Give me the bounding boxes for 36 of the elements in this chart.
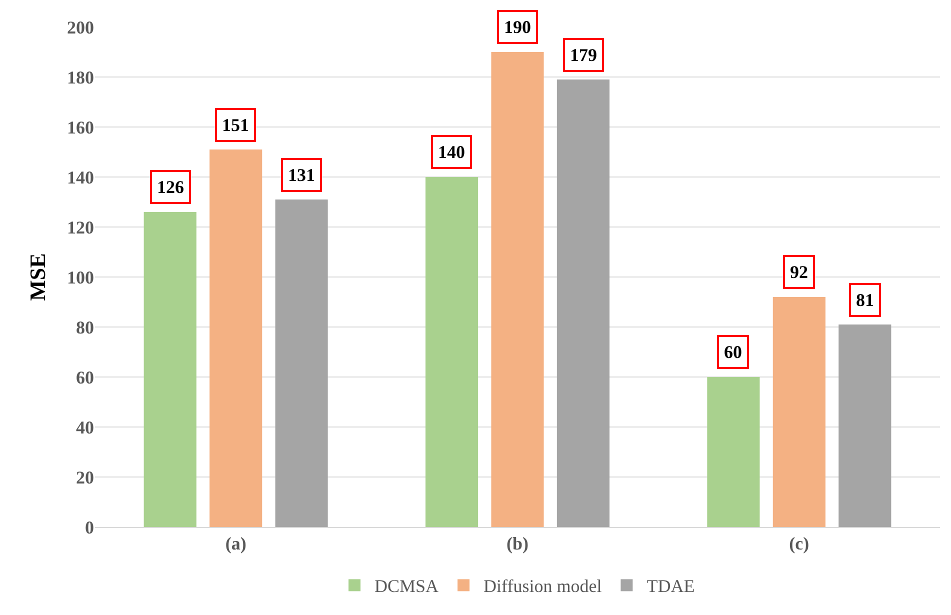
y-tick-label: 200 [67, 17, 94, 38]
y-tick-label: 40 [76, 417, 94, 438]
bar [491, 52, 544, 527]
data-label: 126 [157, 177, 184, 197]
data-label: 190 [504, 17, 531, 37]
data-label: 151 [222, 115, 249, 135]
y-tick-label: 60 [76, 367, 94, 388]
data-label: 179 [570, 45, 597, 65]
bar [556, 80, 610, 527]
x-tick-label: (a) [225, 534, 246, 554]
y-tick-label: 80 [76, 317, 94, 338]
y-tick-label: 0 [85, 517, 94, 538]
bar [144, 212, 196, 527]
bar [707, 377, 760, 527]
y-tick-label: 20 [76, 467, 94, 488]
y-tick-label: 100 [67, 267, 94, 288]
y-tick-label: 120 [67, 217, 94, 238]
legend-label: DCMSA [374, 576, 439, 596]
bar [210, 150, 262, 527]
bar [275, 200, 328, 527]
y-tick-label: 180 [67, 67, 94, 88]
x-tick-label: (c) [789, 534, 810, 554]
legend-label: TDAE [646, 576, 695, 596]
bar [425, 177, 478, 527]
bar [838, 324, 892, 527]
y-axis-title: MSE [24, 253, 50, 301]
data-label: 131 [288, 165, 315, 185]
bar [772, 297, 826, 527]
data-label: 140 [438, 142, 465, 162]
data-label: 92 [790, 262, 808, 282]
x-tick-label: (b) [506, 534, 529, 554]
legend-label: Diffusion model [484, 576, 602, 596]
y-tick-label: 140 [67, 167, 94, 188]
data-label: 81 [856, 290, 874, 310]
y-tick-label: 160 [67, 117, 94, 138]
data-label: 60 [724, 342, 742, 362]
